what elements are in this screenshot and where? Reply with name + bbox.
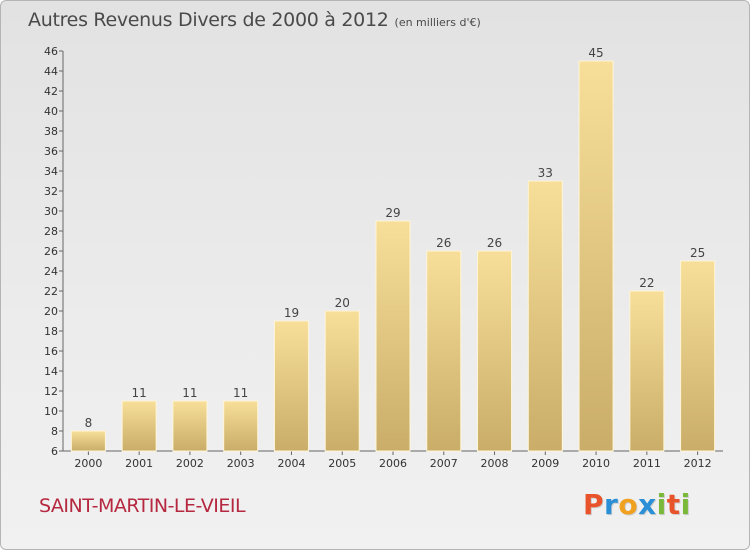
x-tick-label: 2001 [125, 457, 153, 470]
bars [70, 60, 716, 452]
chart-subtitle: (en milliers d'€) [394, 16, 481, 29]
data-label: 26 [436, 236, 451, 250]
bar [375, 220, 411, 452]
y-tick-label: 12 [44, 385, 58, 398]
y-tick-label: 40 [44, 105, 58, 118]
y-tick-label: 38 [44, 125, 58, 138]
x-tick-label: 2010 [582, 457, 610, 470]
data-label: 8 [85, 416, 93, 430]
x-tick-label: 2007 [430, 457, 458, 470]
data-label: 45 [588, 46, 603, 60]
logo-letter: i [656, 488, 667, 521]
data-label: 19 [284, 306, 299, 320]
logo-letter: o [618, 488, 639, 521]
data-label: 29 [385, 206, 400, 220]
logo-letter: i [680, 488, 691, 521]
x-tick-label: 2004 [277, 457, 305, 470]
chart-title-text: Autres Revenus Divers de 2000 à 2012 [28, 9, 389, 31]
bar [426, 250, 462, 452]
x-tick-label: 2012 [684, 457, 712, 470]
data-label: 11 [182, 386, 197, 400]
bar [629, 290, 665, 452]
y-tick-label: 36 [44, 145, 58, 158]
logo-letter: r [604, 488, 619, 521]
x-tick-label: 2000 [74, 457, 102, 470]
y-tick-label: 8 [51, 425, 58, 438]
bar [324, 310, 360, 452]
y-tick-label: 22 [44, 285, 58, 298]
bar [273, 320, 309, 452]
bar [680, 260, 716, 452]
commune-name: SAINT-MARTIN-LE-VIEIL [39, 495, 246, 517]
data-label: 22 [639, 276, 654, 290]
bar [172, 400, 208, 452]
y-tick-label: 18 [44, 325, 58, 338]
proxiti-logo[interactable]: Proxiti [583, 488, 691, 521]
x-tick-label: 2008 [481, 457, 509, 470]
chart-title: Autres Revenus Divers de 2000 à 2012 (en … [28, 9, 481, 31]
x-tick-label: 2009 [531, 457, 559, 470]
x-tick-label: 2002 [176, 457, 204, 470]
y-tick-label: 34 [44, 165, 58, 178]
data-label: 20 [335, 296, 350, 310]
bar [578, 60, 614, 452]
x-tick-label: 2003 [227, 457, 255, 470]
y-tick-label: 20 [44, 305, 58, 318]
x-tick-label: 2011 [633, 457, 661, 470]
y-tick-label: 46 [44, 45, 58, 58]
bar [223, 400, 259, 452]
y-tick-label: 24 [44, 265, 58, 278]
y-tick-label: 42 [44, 85, 58, 98]
y-tick-label: 30 [44, 205, 58, 218]
value-labels: 8 11 11 11 19 20 29 26 26 33 45 22 25 [85, 46, 706, 430]
data-label: 25 [690, 246, 705, 260]
y-tick-label: 28 [44, 225, 58, 238]
y-tick-label: 26 [44, 245, 58, 258]
data-label: 26 [487, 236, 502, 250]
x-tick-label: 2006 [379, 457, 407, 470]
logo-letter: P [583, 488, 605, 521]
y-tick-label: 14 [44, 365, 58, 378]
logo-letter: t [666, 488, 681, 521]
data-label: 33 [538, 166, 553, 180]
bar [527, 180, 563, 452]
y-tick-label: 44 [44, 65, 58, 78]
bar [70, 430, 106, 452]
logo-letter: x [638, 488, 657, 521]
y-tick-label: 6 [51, 445, 58, 458]
y-tick-label: 16 [44, 345, 58, 358]
y-tick-label: 32 [44, 185, 58, 198]
bar [121, 400, 157, 452]
x-tick-label: 2005 [328, 457, 356, 470]
data-label: 11 [132, 386, 147, 400]
bar [477, 250, 513, 452]
data-label: 11 [233, 386, 248, 400]
y-tick-label: 10 [44, 405, 58, 418]
